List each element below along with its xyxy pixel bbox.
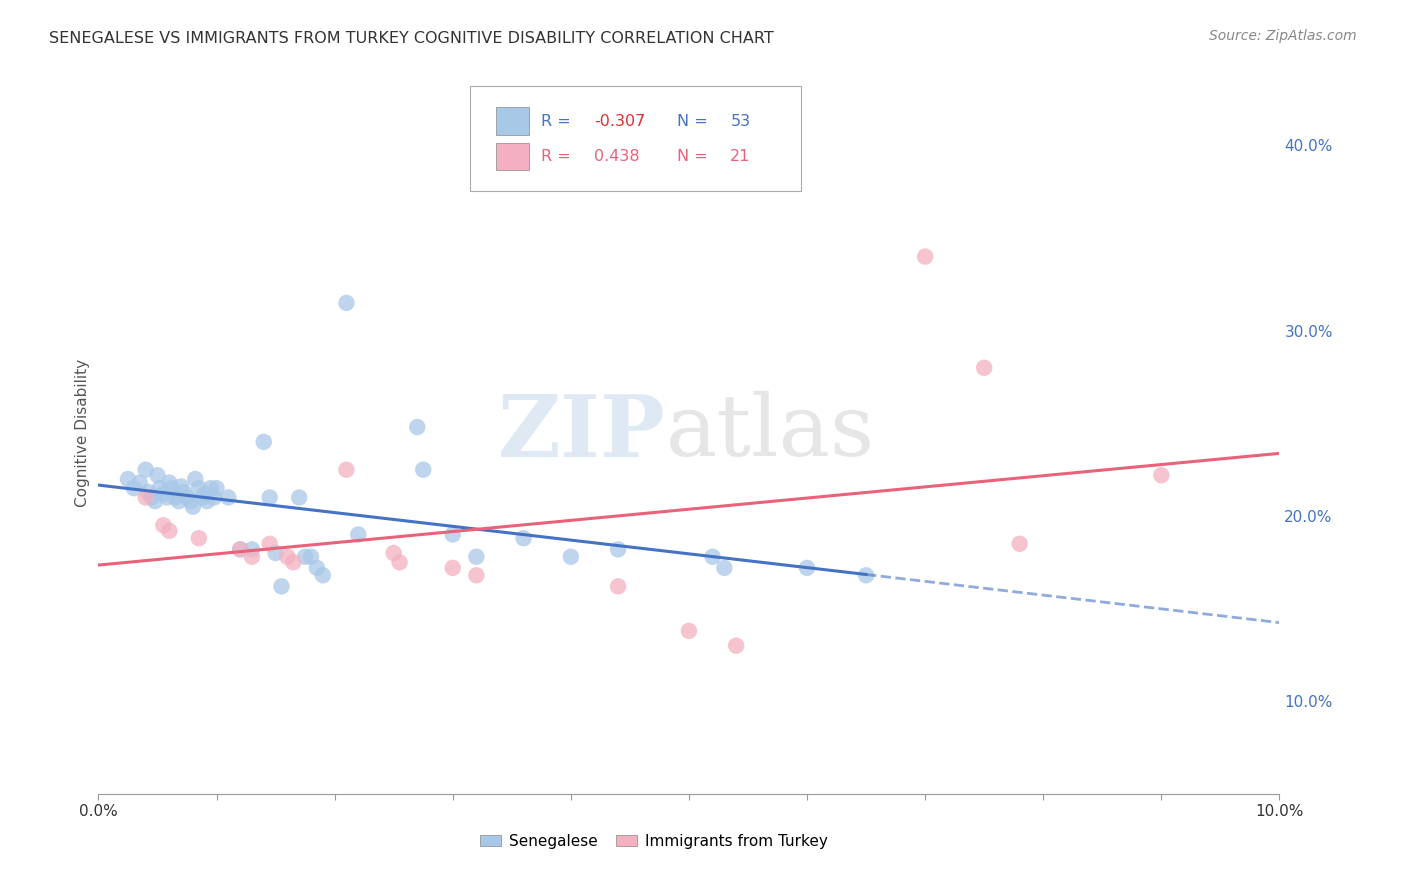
Point [264, 546, 287, 560]
Point [412, 463, 434, 477]
Point [229, 542, 252, 557]
Point [796, 561, 818, 575]
Text: 0.438: 0.438 [595, 149, 640, 164]
Point [194, 487, 217, 501]
Text: R =: R = [541, 149, 576, 164]
Point [259, 491, 281, 505]
Point [156, 491, 179, 505]
Point [240, 549, 263, 564]
Point [157, 524, 180, 538]
Point [170, 479, 193, 493]
Point [176, 491, 198, 505]
Point [1150, 468, 1173, 483]
Point [973, 360, 995, 375]
Point [205, 481, 228, 495]
Point [122, 481, 145, 495]
Point [512, 531, 534, 545]
Legend: Senegalese, Immigrants from Turkey: Senegalese, Immigrants from Turkey [474, 828, 834, 855]
Point [200, 481, 222, 495]
Text: N =: N = [678, 113, 713, 128]
FancyBboxPatch shape [496, 143, 530, 170]
Point [388, 555, 411, 569]
Point [465, 568, 488, 582]
Text: 53: 53 [730, 113, 751, 128]
Point [240, 542, 263, 557]
Point [305, 561, 328, 575]
Point [335, 463, 357, 477]
Point [560, 549, 582, 564]
Point [441, 561, 464, 575]
Point [312, 568, 335, 582]
Point [195, 494, 218, 508]
Point [191, 491, 214, 505]
Text: SENEGALESE VS IMMIGRANTS FROM TURKEY COGNITIVE DISABILITY CORRELATION CHART: SENEGALESE VS IMMIGRANTS FROM TURKEY COG… [49, 31, 773, 46]
Point [335, 296, 357, 310]
Point [143, 494, 166, 508]
Point [165, 491, 187, 505]
Point [117, 472, 139, 486]
Point [202, 491, 225, 505]
Point [382, 546, 405, 560]
Text: 21: 21 [730, 149, 751, 164]
Point [135, 463, 157, 477]
Point [136, 484, 159, 499]
Point [441, 527, 464, 541]
Point [135, 491, 157, 505]
Text: atlas: atlas [665, 391, 875, 475]
Point [465, 549, 488, 564]
Point [181, 500, 204, 514]
Point [678, 624, 700, 638]
Text: -0.307: -0.307 [595, 113, 645, 128]
Point [855, 568, 877, 582]
Point [406, 420, 429, 434]
Point [152, 518, 174, 533]
Point [217, 491, 239, 505]
Y-axis label: Cognitive Disability: Cognitive Disability [75, 359, 90, 507]
Point [725, 639, 748, 653]
Point [288, 491, 311, 505]
Text: N =: N = [678, 149, 713, 164]
Point [607, 542, 630, 557]
Point [294, 549, 316, 564]
Point [128, 475, 150, 490]
Text: R =: R = [541, 113, 576, 128]
Point [149, 481, 172, 495]
Point [152, 487, 174, 501]
Text: ZIP: ZIP [498, 391, 665, 475]
Point [713, 561, 735, 575]
Text: Source: ZipAtlas.com: Source: ZipAtlas.com [1209, 29, 1357, 43]
Point [184, 472, 207, 486]
Point [702, 549, 724, 564]
Point [167, 494, 190, 508]
Point [299, 549, 322, 564]
FancyBboxPatch shape [471, 86, 801, 191]
Point [180, 494, 202, 508]
Point [259, 537, 281, 551]
Point [607, 579, 630, 593]
Point [146, 468, 169, 483]
Point [187, 481, 209, 495]
Point [160, 481, 183, 495]
Point [157, 475, 180, 490]
FancyBboxPatch shape [496, 108, 530, 135]
Point [187, 531, 209, 545]
Point [229, 542, 252, 557]
Point [1008, 537, 1031, 551]
Point [270, 579, 292, 593]
Point [253, 434, 276, 449]
Point [172, 484, 194, 499]
Point [141, 491, 163, 505]
Point [283, 555, 305, 569]
Point [276, 549, 298, 564]
Point [914, 250, 936, 264]
Point [347, 527, 370, 541]
